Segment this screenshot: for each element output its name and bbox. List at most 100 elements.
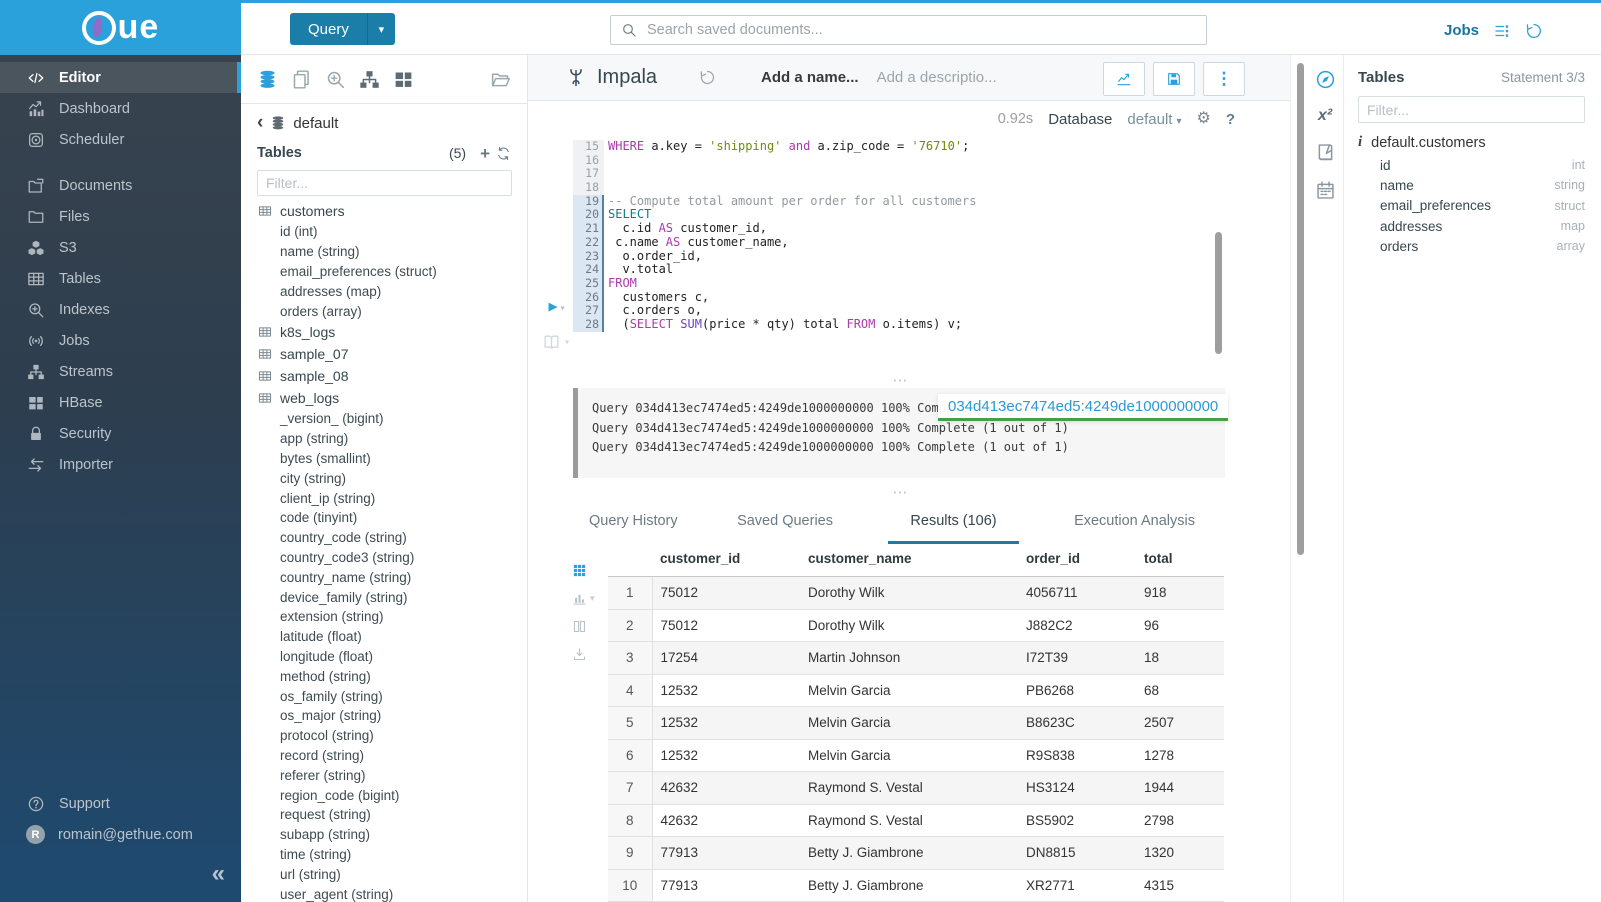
search-input[interactable] <box>645 21 1206 39</box>
sidebar-item-security[interactable]: Security <box>0 418 241 449</box>
column-header-total[interactable]: total <box>1136 543 1224 577</box>
sidebar-item-s3[interactable]: S3 <box>0 232 241 263</box>
sidebar-item-streams[interactable]: Streams <box>0 356 241 387</box>
right-column-orders[interactable]: orders array <box>1358 236 1585 256</box>
tree-column-os-family[interactable]: os_family (string) <box>280 688 383 704</box>
query-description-field[interactable]: Add a descriptio... <box>876 69 997 86</box>
tree-column-id[interactable]: id (int) <box>280 224 318 240</box>
tree-column-longitude[interactable]: longitude (float) <box>280 648 374 664</box>
sidebar-item-documents[interactable]: Documents <box>0 170 241 201</box>
tree-column-orders[interactable]: orders (array) <box>280 303 362 319</box>
info-icon[interactable]: i <box>1358 134 1363 150</box>
tree-column-referer[interactable]: referer (string) <box>280 767 366 783</box>
presentation-mode-icon[interactable] <box>542 333 561 352</box>
tab-saved-queries[interactable]: Saved Queries <box>737 513 833 529</box>
tree-column-method[interactable]: method (string) <box>280 668 371 684</box>
collapse-sidebar-button[interactable]: « <box>211 860 225 887</box>
documents-source-icon[interactable] <box>291 69 312 90</box>
chart-view-icon[interactable] <box>572 591 587 606</box>
editor-scrollbar[interactable] <box>1215 232 1222 354</box>
tree-column-client-ip[interactable]: client_ip (string) <box>280 490 376 506</box>
tree-column-code[interactable]: code (tinyint) <box>280 510 358 526</box>
apps-source-icon[interactable] <box>393 69 414 90</box>
columns-view-icon[interactable] <box>572 619 587 634</box>
tree-column-request[interactable]: request (string) <box>280 807 371 823</box>
grid-view-icon[interactable] <box>572 563 587 578</box>
sidebar-item-editor[interactable]: Editor <box>0 62 241 93</box>
assist-filter-input[interactable] <box>257 170 512 196</box>
code-line-27[interactable]: 27 c.orders o, <box>573 303 1210 318</box>
save-button[interactable] <box>1153 62 1195 96</box>
presentation-caret-icon[interactable]: ▾ <box>564 337 571 348</box>
sidebar-footer-support[interactable]: Support <box>0 788 241 819</box>
tree-column-device-family[interactable]: device_family (string) <box>280 589 408 605</box>
sidebar-item-importer[interactable]: Importer <box>0 449 241 480</box>
tree-column-country-code[interactable]: country_code (string) <box>280 530 407 546</box>
code-line-22[interactable]: 22 c.name AS customer_name, <box>573 235 1210 250</box>
tree-column-record[interactable]: record (string) <box>280 747 365 763</box>
jobs-list-icon[interactable] <box>1493 22 1511 40</box>
code-line-26[interactable]: 26 customers c, <box>573 290 1210 305</box>
right-column-addresses[interactable]: addresses map <box>1358 216 1585 236</box>
code-line-21[interactable]: 21 c.id AS customer_id, <box>573 221 1210 236</box>
table-row[interactable]: 4 12532 Melvin Garcia PB6268 68 <box>608 674 1224 707</box>
code-line-20[interactable]: 20 SELECT <box>573 208 1210 223</box>
code-line-18[interactable]: 18 <box>573 180 1210 195</box>
sidebar-item-indexes[interactable]: Indexes <box>0 294 241 325</box>
tree-table-sample-08[interactable]: sample_08 <box>241 365 527 387</box>
table-row[interactable]: 5 12532 Melvin Garcia B8623C 2507 <box>608 706 1224 740</box>
database-name[interactable]: default <box>293 114 339 132</box>
chart-options-caret[interactable]: ▾ <box>590 593 595 603</box>
settings-gear-icon[interactable]: ⚙ <box>1196 110 1211 127</box>
active-table-row[interactable]: i default.customers <box>1358 134 1585 151</box>
help-icon[interactable]: ? <box>1225 110 1235 128</box>
tree-table-k8s-logs[interactable]: k8s_logs <box>241 321 527 343</box>
tree-column-country-code3[interactable]: country_code3 (string) <box>280 549 415 565</box>
table-row[interactable]: 10 77913 Betty J. Giambrone XR2771 4315 <box>608 869 1224 902</box>
editor-assistant-icon[interactable] <box>1315 69 1336 90</box>
sidebar-item-jobs[interactable]: Jobs <box>0 325 241 356</box>
sidebar-item-dashboard[interactable]: Dashboard <box>0 93 241 124</box>
column-header-order-id[interactable]: order_id <box>1018 543 1136 577</box>
engine-title[interactable]: Impala <box>597 66 658 88</box>
tab-results-106-[interactable]: Results (106) <box>888 503 1019 544</box>
code-line-25[interactable]: 25 FROM <box>573 276 1210 291</box>
tree-column-country-name[interactable]: country_name (string) <box>280 569 412 585</box>
sidebar-item-tables[interactable]: Tables <box>0 263 241 294</box>
query-button-label[interactable]: Query <box>308 20 349 38</box>
tree-column-latitude[interactable]: latitude (float) <box>280 629 362 645</box>
sidebar-item-scheduler[interactable]: Scheduler <box>0 124 241 155</box>
sidebar-item-files[interactable]: Files <box>0 201 241 232</box>
right-column-id[interactable]: id int <box>1358 155 1585 175</box>
open-folder-icon[interactable] <box>490 69 511 90</box>
sidebar-item-hbase[interactable]: HBase <box>0 387 241 418</box>
code-line-24[interactable]: 24 v.total <box>573 262 1210 277</box>
schedule-icon[interactable] <box>1315 180 1336 201</box>
query-history-icon[interactable] <box>699 69 716 86</box>
tree-column-extension[interactable]: extension (string) <box>280 609 384 625</box>
search-source-icon[interactable] <box>325 69 346 90</box>
right-column-name[interactable]: name string <box>1358 175 1585 195</box>
tree-column-url[interactable]: url (string) <box>280 866 341 882</box>
tree-column-addresses[interactable]: addresses (map) <box>280 283 382 299</box>
tree-column-os-major[interactable]: os_major (string) <box>280 708 382 724</box>
table-row[interactable]: 6 12532 Melvin Garcia R9S838 1278 <box>608 739 1224 772</box>
functions-icon[interactable]: x² <box>1317 107 1333 124</box>
table-row[interactable]: 3 17254 Martin Johnson I72T39 18 <box>608 641 1224 675</box>
code-line-28[interactable]: 28 (SELECT SUM(price * qty) total FROM o… <box>573 317 1210 332</box>
chart-button[interactable] <box>1103 62 1145 96</box>
tree-column-region-code[interactable]: region_code (bigint) <box>280 787 400 803</box>
new-query-button[interactable]: Query ▾ <box>290 13 395 45</box>
tree-table-web-logs[interactable]: web_logs <box>241 387 527 409</box>
sitemap-source-icon[interactable] <box>359 69 380 90</box>
database-selector[interactable]: default ▾ <box>1127 110 1182 128</box>
tree-column-subapp[interactable]: subapp (string) <box>280 827 371 843</box>
query-dropdown-caret[interactable]: ▾ <box>366 13 395 45</box>
active-table-name[interactable]: default.customers <box>1371 134 1486 151</box>
execute-button[interactable]: ▶ <box>548 297 558 315</box>
tree-table-sample-07[interactable]: sample_07 <box>241 343 527 365</box>
language-reference-icon[interactable] <box>1315 142 1336 163</box>
column-header-customer-name[interactable]: customer_name <box>800 543 1018 577</box>
tree-column-name[interactable]: name (string) <box>280 244 360 260</box>
